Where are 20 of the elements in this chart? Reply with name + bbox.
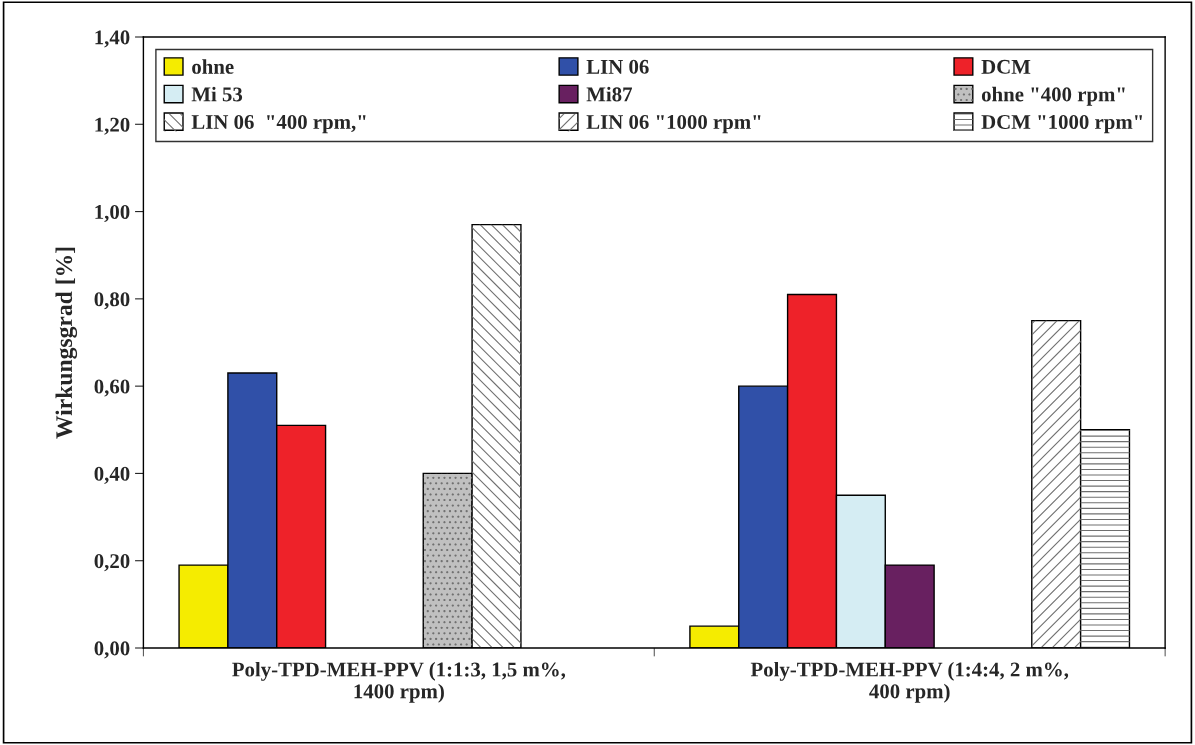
legend-label: LIN 06 <box>586 59 649 74</box>
legend-label: Mi87 <box>586 86 632 102</box>
x-tick-label: Poly-TPD-MEH-PPV (1:4:4, 2 m%, 400 rpm) <box>750 661 1069 703</box>
x-tick-label: Poly-TPD-MEH-PPV (1:1:3, 1,5 m%, 1400 rpm) <box>232 661 566 703</box>
legend-label: DCM <box>981 59 1031 74</box>
y-tick-label: 0,00 <box>94 641 130 659</box>
y-tick-label: 1,00 <box>95 204 130 223</box>
y-tick-label: 0,80 <box>94 292 130 310</box>
legend-label: ohne <box>192 59 234 74</box>
legend-label: ohne "400 rpm" <box>981 86 1125 106</box>
y-axis-title: Wirkungsgrad [%] <box>55 247 78 439</box>
y-tick-label: 1,40 <box>95 30 130 48</box>
y-tick-label: 0,20 <box>94 554 130 572</box>
y-tick-label: 0,60 <box>94 379 130 397</box>
y-tick-label: 0,40 <box>94 466 130 484</box>
legend-label: LIN 06 "1000 rpm" <box>586 114 761 134</box>
legend-label: DCM "1000 rpm" <box>981 114 1142 134</box>
y-tick-label: 1,20 <box>95 117 130 135</box>
legend-label: Mi 53 <box>191 86 243 102</box>
legend-label: LIN 06 "400 rpm," <box>191 114 366 134</box>
